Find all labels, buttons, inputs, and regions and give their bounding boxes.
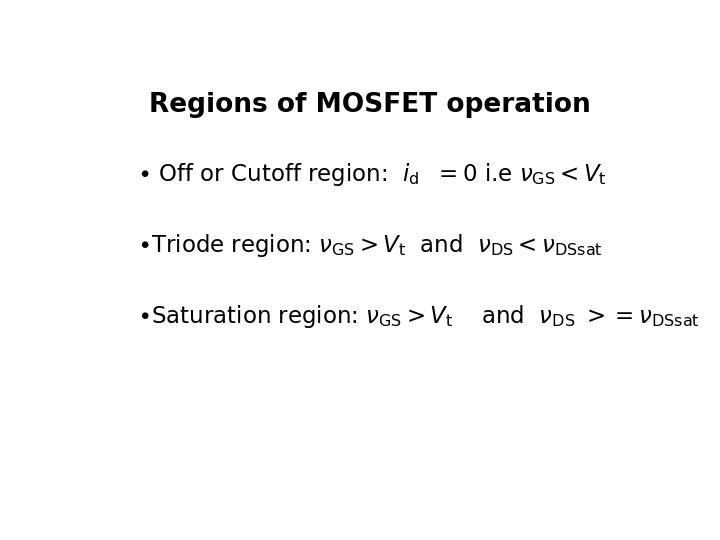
Text: Regions of MOSFET operation: Regions of MOSFET operation: [148, 92, 590, 118]
Text: $\bullet$Triode region: $\nu_\mathrm{GS} > V_\mathrm{t}$  and  $\nu_\mathrm{DS} : $\bullet$Triode region: $\nu_\mathrm{GS}…: [138, 232, 603, 259]
Text: $\bullet$Saturation region: $\nu_\mathrm{GS} > V_\mathrm{t}$    and  $\nu_\mathr: $\bullet$Saturation region: $\nu_\mathrm…: [138, 303, 701, 330]
Text: $\bullet$ Off or Cutoff region:  $i_\mathrm{d}$  $=0$ i.e $\nu_\mathrm{GS} < V_\: $\bullet$ Off or Cutoff region: $i_\math…: [138, 161, 607, 188]
